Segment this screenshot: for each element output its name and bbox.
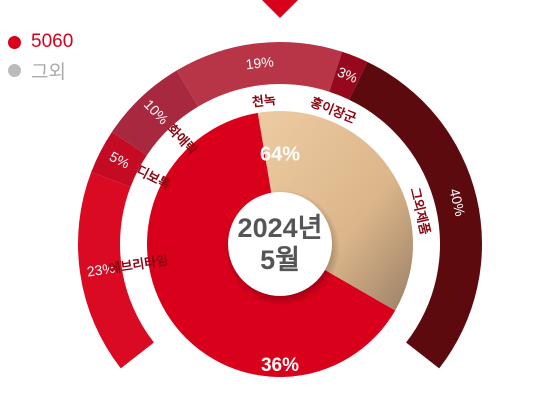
ring-value-label-item-6: 40% bbox=[446, 187, 468, 218]
ring-value-label-item-5: 3% bbox=[335, 64, 360, 86]
legend-dot-other bbox=[8, 63, 21, 77]
pointer-triangle-icon bbox=[262, 0, 298, 18]
center-label-line-1: 2024년 bbox=[238, 213, 323, 243]
legend-label-5060: 5060 bbox=[31, 31, 74, 52]
ring-segment-item-4 bbox=[176, 41, 343, 107]
pie-slice-other bbox=[257, 111, 413, 311]
legend-item-other: 그외 bbox=[8, 56, 73, 84]
ring-value-label-item-4: 19% bbox=[245, 53, 275, 72]
ring-category-label-item-2: 디보톡 bbox=[134, 163, 173, 193]
ring-segment-item-3 bbox=[111, 70, 199, 156]
legend: 5060 그외 bbox=[8, 28, 73, 84]
ring-value-label-item-1: 23% bbox=[86, 260, 116, 280]
pie-value-label-other: 36% bbox=[261, 355, 299, 376]
legend-item-5060: 5060 bbox=[8, 28, 73, 56]
ring-segment-item-6 bbox=[349, 61, 482, 369]
ring-segment-item-2 bbox=[91, 131, 147, 187]
ring-segment-item-5 bbox=[329, 51, 368, 100]
ring-segment-item-1 bbox=[78, 172, 154, 369]
legend-dot-5060 bbox=[8, 35, 21, 49]
center-label-line-2: 5월 bbox=[260, 245, 300, 275]
legend-label-other: 그외 bbox=[31, 61, 66, 83]
center-circle bbox=[228, 192, 332, 296]
ring-category-label-item-3: 화애락 bbox=[165, 121, 201, 157]
pie-value-label-5060: 64% bbox=[260, 143, 300, 165]
ring-category-label-item-4: 천녹 bbox=[251, 92, 276, 110]
